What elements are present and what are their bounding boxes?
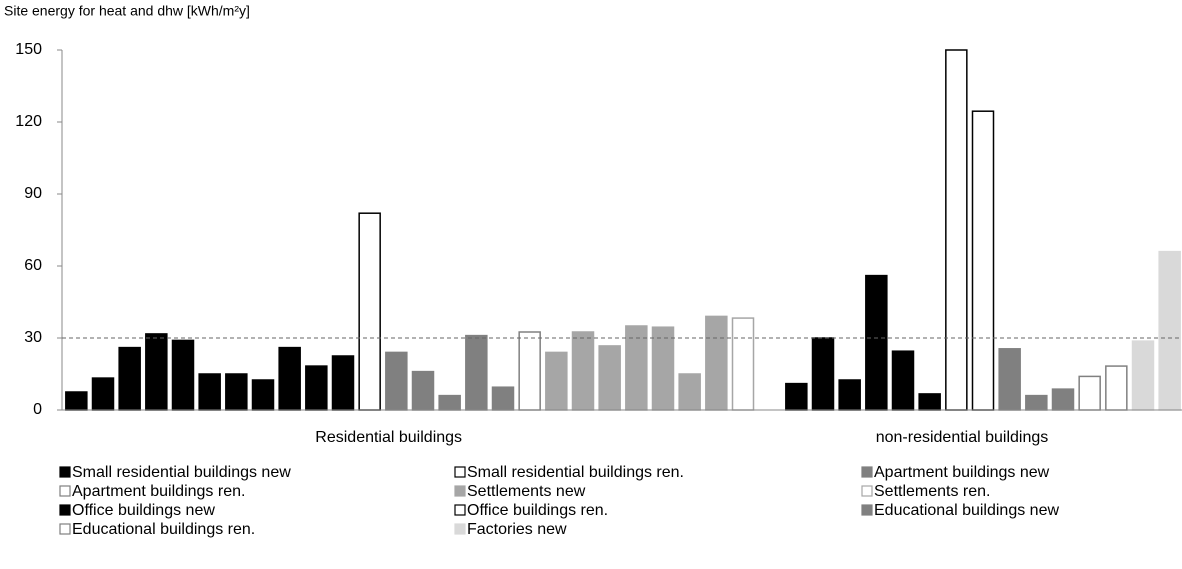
group-label: non-residential buildings	[876, 429, 1049, 446]
legend-marker	[59, 504, 71, 516]
bar	[65, 391, 88, 411]
bar	[865, 274, 888, 411]
bar	[945, 49, 968, 411]
bar	[545, 351, 568, 411]
bar	[705, 315, 728, 411]
bar	[1105, 365, 1128, 411]
legend-label: Settlements ren.	[874, 483, 991, 500]
bar	[598, 345, 621, 411]
y-tick-label: 60	[24, 257, 42, 274]
legend-label: Educational buildings ren.	[72, 521, 255, 538]
legend-marker	[861, 485, 873, 497]
bar	[918, 393, 941, 411]
bar	[678, 373, 701, 411]
bar	[1078, 375, 1101, 411]
y-tick-label: 0	[33, 401, 42, 418]
bar	[1051, 388, 1075, 411]
bar	[998, 348, 1021, 411]
bar	[278, 346, 301, 411]
bar	[1131, 340, 1155, 411]
bar	[838, 379, 861, 411]
legend-marker	[454, 523, 466, 535]
legend-label: Factories new	[467, 521, 567, 538]
bar	[91, 377, 115, 411]
bar	[1025, 394, 1048, 411]
y-tick-label: 150	[15, 41, 42, 58]
legend-marker	[454, 485, 466, 497]
bar	[491, 386, 515, 411]
bar	[651, 326, 675, 411]
legend-label: Apartment buildings ren.	[72, 483, 245, 500]
bar	[731, 317, 755, 411]
legend-label: Office buildings new	[72, 502, 215, 519]
bar	[571, 331, 595, 411]
bar	[118, 346, 141, 411]
legend-label: Small residential buildings ren.	[467, 464, 684, 481]
bar	[305, 365, 328, 411]
bar	[145, 333, 168, 411]
bar	[171, 339, 195, 411]
bar	[411, 370, 435, 411]
y-tick-label: 120	[15, 113, 42, 130]
bar	[358, 212, 381, 411]
legend-label: Small residential buildings new	[72, 464, 291, 481]
bar	[891, 350, 915, 411]
group-label: Residential buildings	[315, 429, 462, 446]
bar	[971, 110, 995, 411]
bar	[198, 373, 221, 411]
bar	[465, 334, 488, 411]
legend-marker	[861, 504, 873, 516]
legend-marker	[861, 466, 873, 478]
legend-label: Settlements new	[467, 483, 586, 500]
bar	[518, 331, 541, 411]
legend-label: Apartment buildings new	[874, 464, 1050, 481]
bar	[1158, 250, 1181, 411]
y-tick-label: 90	[24, 185, 42, 202]
legend-label: Educational buildings new	[874, 502, 1059, 519]
bar	[225, 373, 248, 411]
bar	[251, 379, 275, 411]
bar	[438, 394, 461, 411]
legend-marker	[454, 504, 466, 516]
legend-marker	[59, 466, 71, 478]
legend-marker	[59, 485, 71, 497]
bar	[385, 351, 408, 411]
legend-marker	[59, 523, 71, 535]
bar	[625, 325, 648, 411]
y-tick-label: 30	[24, 329, 42, 346]
legend-marker	[454, 466, 466, 478]
legend-label: Office buildings ren.	[467, 502, 608, 519]
bar	[331, 355, 355, 411]
bar	[785, 382, 808, 411]
bar	[811, 337, 835, 411]
y-axis-title: Site energy for heat and dhw [kWh/m²y]	[4, 3, 250, 19]
